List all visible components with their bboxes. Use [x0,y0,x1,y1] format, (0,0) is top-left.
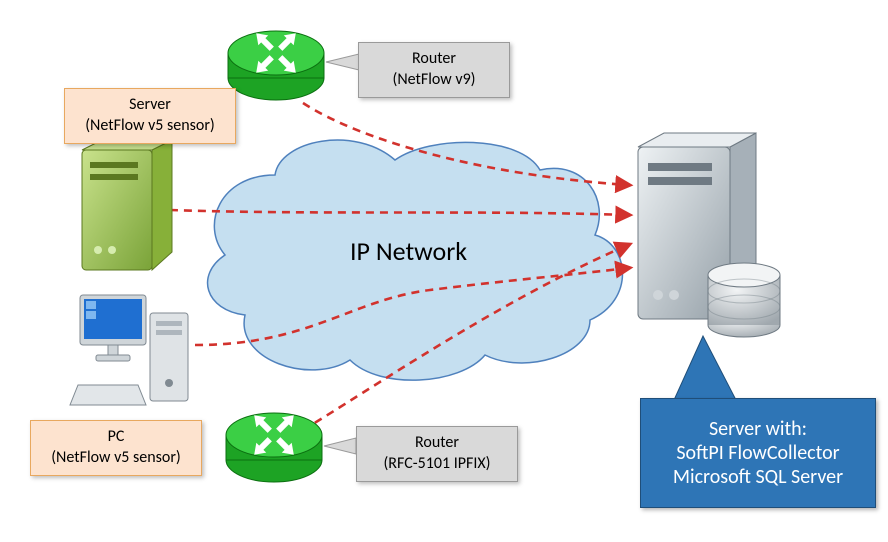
pc-label: PC (NetFlow v5 sensor) [30,420,202,476]
router-bottom-label: Router (RFC-5101 IPFIX) [356,426,518,482]
pc-label-line2: (NetFlow v5 sensor) [41,448,191,469]
pc-label-line1: PC [41,427,191,448]
router-top-label: Router (NetFlow v9) [358,42,510,98]
router-top-label-tail [326,54,359,70]
blue-callout-line2: SoftPI FlowCollector [655,441,861,465]
server-left-label: Server (NetFlow v5 sensor) [64,88,236,144]
server-right-icon [638,133,780,337]
router-bottom-label-tail [324,438,356,454]
router-bottom-label-line1: Router [367,433,507,454]
server-left-icon [82,140,172,270]
router-bottom-label-line2: (RFC-5101 IPFIX) [367,454,507,475]
pc-icon [70,295,188,405]
router-top-label-line2: (NetFlow v9) [369,70,499,91]
router-bottom-icon [226,410,322,482]
blue-callout-line3: Microsoft SQL Server [655,465,861,489]
router-top-icon [228,28,324,100]
server-left-label-line1: Server [75,95,225,116]
blue-callout: Server with: SoftPI FlowCollector Micros… [640,398,876,508]
router-top-label-line1: Router [369,49,499,70]
blue-callout-line1: Server with: [655,417,861,441]
blue-callout-tail [674,336,736,400]
cloud-label: IP Network [350,235,467,267]
server-left-label-line2: (NetFlow v5 sensor) [75,116,225,137]
cloud-icon: IP Network [208,140,623,380]
